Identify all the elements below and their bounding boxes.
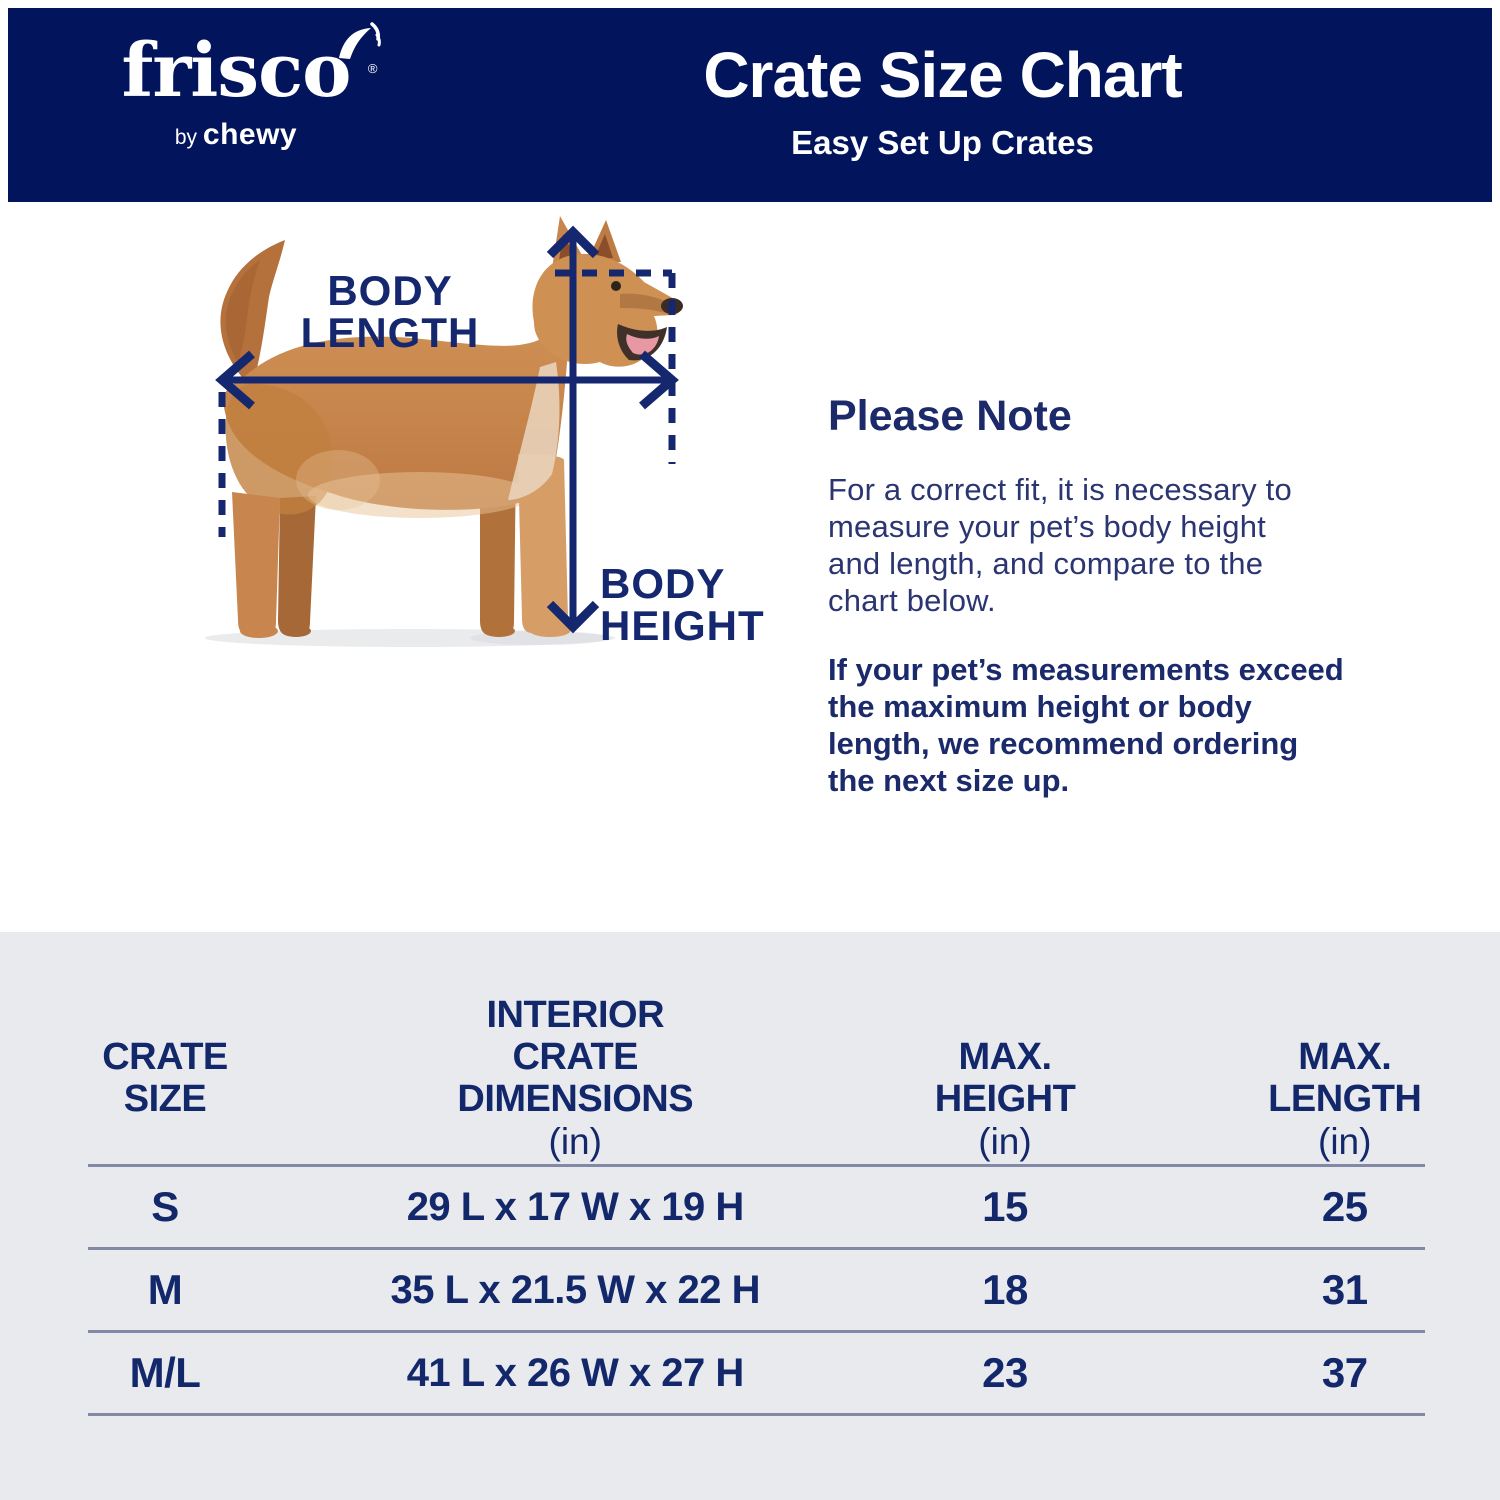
column-header-max-height: MAX. HEIGHT (in) [821,1036,1190,1164]
column-header-label: MAX. LENGTH [1268,1036,1422,1120]
header-titles: Crate Size Chart Easy Set Up Crates [393,42,1492,162]
dog-eye [611,281,621,291]
dog-illustration: BODY LENGTH BODY HEIGHT [205,216,765,649]
by-chewy-lockup: by chewy [96,118,376,152]
column-header-label: INTERIOR CRATE DIMENSIONS [457,994,694,1120]
dog-rear-paw [240,624,278,638]
measurement-arrows [215,225,679,634]
note-warning-line: length, we recommend ordering [828,726,1299,761]
table-row: M 35 L x 21.5 W x 22 H 18 31 [0,1250,1500,1330]
note-body-paragraph: For a correct fit, it is necessary to me… [828,471,1388,619]
cell-crate-size: M [147,1266,183,1313]
dog-muzzle-shading [620,293,672,314]
column-header-crate-size: CRATE SIZE [0,1036,330,1164]
column-header-unit: (in) [548,1121,602,1162]
cell-interior-dimensions: 35 L x 21.5 W x 22 H [390,1267,761,1312]
dog-front-far-paw [483,625,515,637]
dog-belly-highlight [308,472,532,518]
dog-tail [220,240,285,384]
dog-tail-shading [225,260,260,362]
diagram-labels: BODY LENGTH BODY HEIGHT [301,267,765,649]
table-divider [88,1164,1425,1167]
note-warning-line: If your pet’s measurements exceed [828,652,1344,687]
page-subtitle: Easy Set Up Crates [791,124,1094,161]
size-table-section: CRATE SIZE INTERIOR CRATE DIMENSIONS (in… [0,932,1500,1500]
note-body-line: For a correct fit, it is necessary to [828,472,1292,507]
note-heading: Please Note [828,392,1072,440]
column-header-unit: (in) [1318,1121,1372,1162]
registered-mark: ® [367,61,378,76]
body-height-arrowhead-top [546,225,600,259]
measurement-section: BODY LENGTH BODY HEIGHT Please Note For … [0,202,1500,932]
cell-crate-size: S [151,1183,179,1230]
body-length-arrowhead-left [215,350,255,410]
body-height-arrowhead-bottom [546,600,600,634]
cell-interior-dimensions: 29 L x 17 W x 19 H [406,1184,745,1229]
header-banner: frisco ® by chewy Crate Size Chart Easy … [8,8,1492,202]
table-row: M/L 41 L x 26 W x 27 H 23 37 [0,1333,1500,1413]
by-text: by [174,126,203,149]
body-length-arrowhead-right [639,350,679,410]
note-body-line: chart below. [828,583,996,618]
note-warning-paragraph: If your pet’s measurements exceed the ma… [828,651,1388,799]
please-note-block: Please Note For a correct fit, it is nec… [828,392,1388,799]
table-divider [88,1330,1425,1333]
cell-max-length: 25 [1321,1183,1368,1230]
dog-front-near-leg [518,454,568,634]
column-header-max-length: MAX. LENGTH (in) [1190,1036,1500,1164]
dog-tongue [626,334,659,355]
dog-chest-patch [508,362,560,500]
frisco-logo-text: frisco [121,28,351,114]
cell-max-height: 23 [982,1349,1028,1396]
chewy-wordmark: chewy [202,118,298,151]
cell-interior-dimensions: 41 L x 26 W x 27 H [406,1350,745,1395]
cell-max-length: 31 [1321,1266,1368,1313]
column-header-label: CRATE SIZE [102,1036,228,1120]
dog-rear-thigh [225,383,334,515]
body-length-label-line1: BODY [327,267,452,314]
note-body-line: measure your pet’s body height [828,509,1266,544]
table-divider [88,1413,1425,1416]
dog-rear-far-paw [281,625,311,637]
page-title: Crate Size Chart [703,39,1182,111]
dog-rear-far-leg [278,496,316,635]
note-warning-line: the next size up. [828,763,1070,798]
dog-measurement-diagram: BODY LENGTH BODY HEIGHT [120,202,820,932]
dog-ear-far-inner [594,234,613,259]
table-row: S 29 L x 17 W x 19 H 15 25 [0,1167,1500,1247]
frisco-tail-flourish-icon [338,22,381,59]
column-header-interior-dimensions: INTERIOR CRATE DIMENSIONS (in) [330,994,821,1164]
dog-front-paw [529,623,571,637]
cell-max-length: 37 [1321,1349,1368,1396]
cell-max-height: 15 [982,1183,1028,1230]
body-height-label-line1: BODY [600,560,725,607]
cell-crate-size: M/L [129,1349,201,1396]
body-length-label-line2: LENGTH [301,309,480,356]
table-header-row: CRATE SIZE INTERIOR CRATE DIMENSIONS (in… [0,982,1500,1164]
dog-rear-near-leg [232,492,280,635]
note-warning-line: the maximum height or body [828,689,1252,724]
table-divider [88,1247,1425,1250]
note-body-line: and length, and compare to the [828,546,1264,581]
body-height-label-line2: HEIGHT [600,602,765,649]
column-header-label: MAX. HEIGHT [934,1036,1076,1120]
cell-max-height: 18 [982,1266,1028,1313]
frisco-wordmark: frisco ® [121,22,381,108]
column-header-unit: (in) [978,1121,1032,1162]
frisco-logo: frisco ® by chewy [96,22,381,152]
